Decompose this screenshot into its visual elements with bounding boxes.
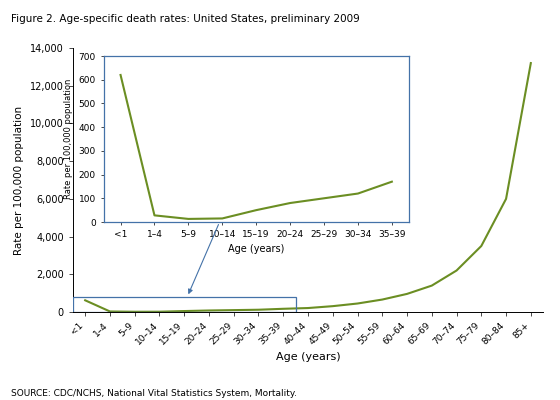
Y-axis label: Rate per 100,000 population: Rate per 100,000 population bbox=[15, 106, 24, 254]
Text: SOURCE: CDC/NCHS, National Vital Statistics System, Mortality.: SOURCE: CDC/NCHS, National Vital Statist… bbox=[11, 389, 297, 398]
Y-axis label: Rate per 100,000 population: Rate per 100,000 population bbox=[64, 79, 73, 199]
X-axis label: Age (years): Age (years) bbox=[276, 352, 340, 362]
X-axis label: Age (years): Age (years) bbox=[228, 244, 284, 254]
Text: Figure 2. Age-specific death rates: United States, preliminary 2009: Figure 2. Age-specific death rates: Unit… bbox=[11, 14, 360, 24]
Bar bbox=[73, 297, 296, 312]
